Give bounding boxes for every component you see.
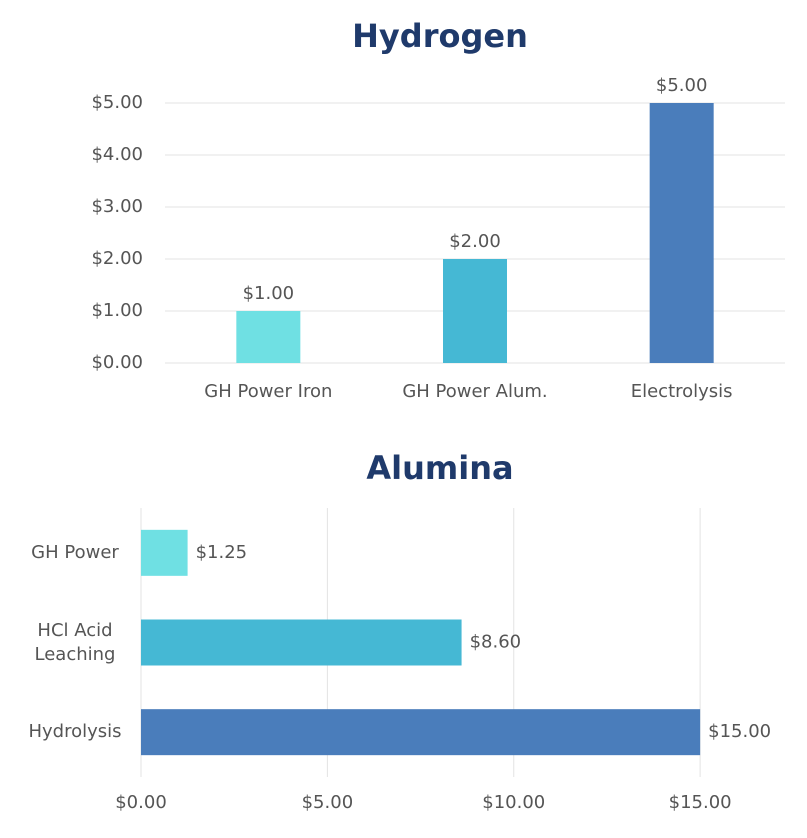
x-tick-label: GH Power Iron	[204, 381, 332, 402]
value-label: $2.00	[449, 231, 501, 252]
x-tick-label: $5.00	[302, 792, 354, 813]
bar	[141, 619, 462, 666]
bar	[443, 259, 507, 363]
x-tick-label: $15.00	[669, 792, 732, 813]
y-tick-label: $2.00	[91, 248, 143, 269]
value-label: $5.00	[656, 75, 708, 96]
x-tick-label: $0.00	[115, 792, 167, 813]
x-tick-label: Electrolysis	[631, 381, 733, 402]
bar	[236, 311, 301, 363]
bar	[649, 103, 714, 363]
chart-title: Alumina	[366, 449, 513, 487]
value-label: $15.00	[708, 721, 771, 742]
value-label: $1.00	[243, 283, 295, 304]
y-tick-label: $4.00	[91, 144, 143, 165]
bar	[141, 529, 188, 576]
y-tick-label: HCl Acid Leaching	[34, 619, 116, 665]
y-tick-label: Hydrolysis	[28, 721, 122, 743]
y-tick-label: $3.00	[91, 196, 143, 217]
y-tick-label: $5.00	[91, 92, 143, 113]
x-tick-label: GH Power Alum.	[402, 381, 547, 402]
y-tick-label: GH Power	[31, 541, 119, 563]
chart-title: Hydrogen	[352, 17, 528, 55]
y-tick-label: $0.00	[91, 352, 143, 373]
y-tick-label: $1.00	[91, 300, 143, 321]
x-tick-label: $10.00	[482, 792, 545, 813]
value-label: $8.60	[470, 632, 522, 653]
bar	[141, 709, 701, 756]
value-label: $1.25	[196, 542, 248, 563]
